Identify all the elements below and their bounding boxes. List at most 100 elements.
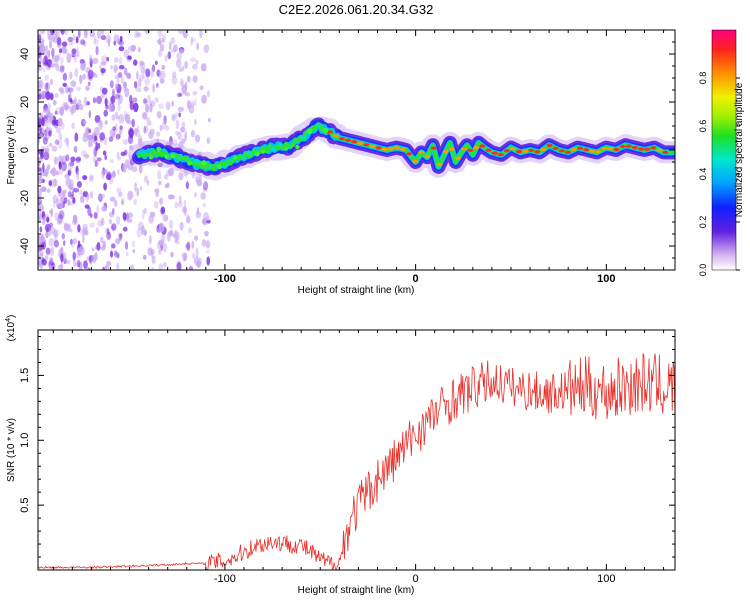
noise-speck: [61, 161, 67, 172]
ridge-peak: [497, 153, 504, 157]
noise-speck: [75, 251, 82, 259]
noise-speck: [69, 161, 75, 167]
ridge-peak: [516, 150, 522, 154]
noise-speck: [154, 200, 159, 209]
noise-speck: [140, 67, 146, 74]
noise-speck: [179, 221, 184, 231]
noise-speck: [72, 251, 76, 261]
noise-speck: [101, 55, 108, 65]
ridge-blob: [201, 160, 207, 166]
noise-speck: [143, 98, 147, 104]
noise-speck: [93, 73, 98, 78]
noise-speck: [70, 194, 74, 200]
noise-speck: [78, 190, 83, 195]
noise-speck: [42, 162, 45, 173]
noise-speck: [116, 253, 120, 259]
noise-speck: [70, 80, 77, 88]
noise-speck: [92, 57, 99, 65]
noise-speck: [58, 210, 65, 220]
noise-speck: [69, 98, 73, 103]
noise-speck: [111, 223, 117, 231]
noise-speck: [128, 212, 133, 219]
noise-speck: [176, 262, 182, 270]
ridge-peak: [522, 149, 529, 153]
noise-speck: [161, 64, 166, 71]
noise-speck: [112, 207, 115, 215]
noise-speck: [144, 175, 149, 183]
noise-speck: [148, 215, 155, 224]
noise-speck: [115, 115, 120, 120]
ridge-peak: [564, 150, 571, 154]
noise-speck: [62, 72, 68, 81]
noise-speck: [103, 182, 107, 191]
noise-speck: [60, 65, 65, 73]
noise-speck: [178, 195, 182, 205]
noise-speck: [157, 180, 162, 186]
noise-speck: [149, 248, 155, 255]
noise-speck: [76, 52, 80, 58]
noise-speck: [170, 251, 174, 258]
noise-speck: [77, 99, 82, 107]
noise-speck: [43, 151, 50, 161]
noise-speck: [62, 82, 67, 87]
noise-speck: [180, 80, 184, 87]
noise-speck: [192, 91, 198, 96]
spectrogram-axes: -100 0 100 -40 -20 0 20 40: [19, 30, 675, 285]
noise-speck: [156, 82, 159, 88]
noise-speck: [145, 68, 151, 78]
noise-speck: [96, 204, 100, 214]
ridge-peak: [448, 147, 455, 151]
noise-speck: [194, 192, 197, 198]
noise-speck: [77, 240, 81, 248]
noise-speck: [178, 30, 185, 35]
noise-speck: [161, 33, 167, 43]
noise-speck: [61, 45, 67, 54]
ridge-blob: [306, 128, 313, 135]
noise-speck: [108, 211, 115, 218]
noise-speck: [38, 93, 42, 100]
noise-speck: [48, 237, 55, 247]
noise-speck: [40, 233, 44, 243]
ridge-blob: [209, 165, 213, 168]
ridge-blob: [270, 146, 276, 152]
noise-speck: [96, 30, 101, 39]
noise-speck: [187, 75, 191, 83]
noise-speck: [133, 198, 137, 206]
noise-speck: [118, 113, 125, 124]
noise-speck: [64, 49, 69, 55]
spectrogram-plot-area: [38, 30, 675, 270]
noise-speck: [41, 258, 47, 266]
noise-speck: [58, 161, 62, 170]
noise-speck: [91, 247, 95, 252]
noise-speck: [158, 263, 163, 270]
noise-speck: [164, 174, 169, 181]
noise-speck: [100, 35, 107, 41]
snr-chart: -100 0 100 0.5 1.0 1.5 Height of straight lin…: [5, 315, 676, 596]
noise-speck: [196, 42, 200, 51]
noise-speck: [205, 240, 211, 249]
noise-speck: [114, 252, 120, 258]
noise-speck: [80, 195, 85, 204]
ridge-peak: [619, 144, 626, 149]
noise-speck: [101, 87, 108, 95]
noise-speck: [57, 117, 63, 127]
noise-speck: [100, 30, 105, 35]
noise-speck: [84, 204, 90, 209]
noise-speck: [105, 173, 112, 181]
noise-speck: [138, 78, 142, 88]
noise-speck: [138, 47, 141, 53]
y-tick-label: 20: [19, 96, 31, 108]
noise-speck: [164, 54, 168, 62]
noise-speck: [144, 77, 150, 86]
noise-speck: [56, 126, 61, 134]
noise-speck: [110, 95, 116, 104]
noise-speck: [47, 102, 51, 111]
noise-speck: [67, 36, 74, 43]
noise-speck: [195, 175, 200, 183]
noise-speck: [190, 129, 196, 138]
noise-speck: [88, 54, 93, 63]
noise-speck: [149, 128, 155, 135]
ridge-peak: [552, 146, 559, 151]
noise-speck: [173, 44, 178, 52]
noise-speck: [172, 71, 177, 79]
